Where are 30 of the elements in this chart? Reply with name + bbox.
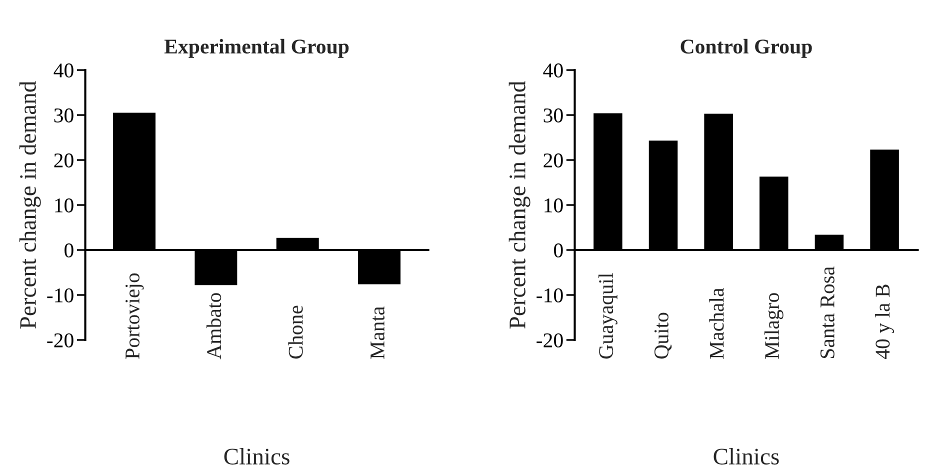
x-tick-label: Ambato — [206, 293, 222, 360]
x-tick-label: 40 y la B — [875, 284, 894, 360]
y-tick-label: 20 — [544, 153, 563, 168]
y-tick-label: 10 — [544, 198, 563, 212]
x-axis-title: Clinics — [224, 448, 290, 465]
y-tick-label: 10 — [55, 198, 74, 212]
x-tick-label: Machala — [709, 288, 724, 359]
x-tick-label: Guayaquil — [598, 273, 618, 359]
x-tick-label: Santa Rosa — [820, 266, 834, 358]
x-tick-label: Manta — [370, 306, 384, 359]
x-tick-label: Quito — [654, 312, 672, 359]
y-tick-label: 0 — [64, 243, 74, 258]
y-tick-label: 30 — [54, 108, 74, 122]
chart-title: Experimental Group — [164, 38, 349, 58]
y-tick-label: 0 — [554, 243, 563, 258]
x-tick-label: Milagro — [764, 293, 784, 359]
y-tick-label: -20 — [47, 333, 74, 348]
y-axis-title: Percent change in demand — [508, 81, 530, 329]
chart-title: Control Group — [680, 38, 812, 58]
y-tick-label: -20 — [536, 333, 563, 348]
y-tick-label: -10 — [47, 288, 74, 302]
x-tick-label: Chone — [288, 306, 303, 359]
x-axis-title: Clinics — [714, 448, 779, 465]
y-axis-title: Percent change in demand — [19, 81, 41, 329]
y-tick-label: 30 — [544, 108, 563, 122]
y-tick-label: 40 — [543, 63, 563, 78]
y-tick-label: 20 — [54, 153, 74, 168]
y-tick-label: 40 — [54, 63, 74, 78]
x-tick-label: Portoviejo — [125, 273, 144, 359]
y-tick-label: -10 — [536, 288, 563, 302]
